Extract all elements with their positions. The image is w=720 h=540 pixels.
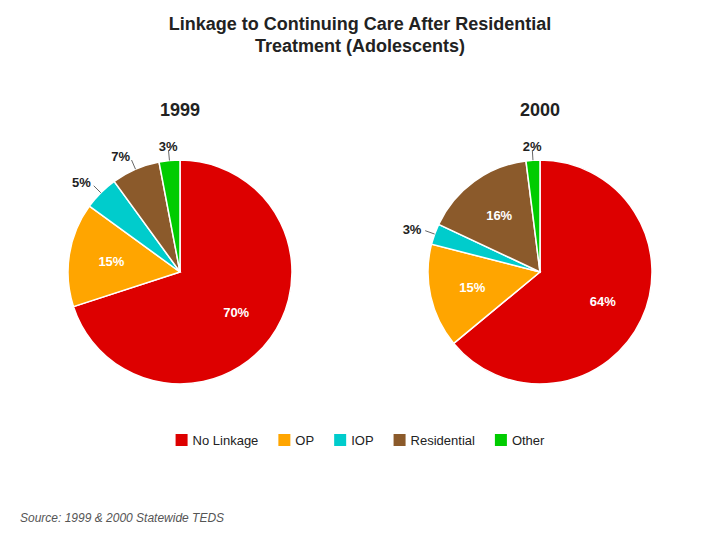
slices <box>68 160 292 384</box>
legend-label: Other <box>512 433 545 448</box>
data-label: 5% <box>72 175 91 190</box>
pie-title: 1999 <box>160 100 200 120</box>
legend-item: Other <box>495 433 545 448</box>
pie-chart: 1999 70% 15% 5% 7% 3% <box>68 100 292 384</box>
legend-swatch <box>394 434 406 446</box>
data-label: 64% <box>590 294 616 309</box>
slice <box>159 160 180 272</box>
legend-item: No Linkage <box>176 433 259 448</box>
title-line: Treatment (Adolescents) <box>255 36 465 56</box>
data-label: 7% <box>111 149 130 164</box>
legend-label: No Linkage <box>193 433 259 448</box>
data-label: 70% <box>223 305 249 320</box>
legend-swatch <box>495 434 507 446</box>
label-leader <box>132 160 136 169</box>
legend-item: Residential <box>394 433 475 448</box>
data-labels: 70% 15% 5% 7% 3% <box>72 139 250 320</box>
data-label: 15% <box>98 254 124 269</box>
chart: Linkage to Continuing Care After Residen… <box>0 0 720 540</box>
legend-swatch <box>334 434 346 446</box>
legend-swatch <box>278 434 290 446</box>
legend: No Linkage OP IOP Residential Other <box>176 433 545 448</box>
slices <box>428 160 652 384</box>
label-leader <box>94 186 101 193</box>
slice <box>526 160 540 272</box>
legend-item: IOP <box>334 433 373 448</box>
data-label: 3% <box>403 222 422 237</box>
pie-chart: 2000 64% 15% 3% 16% 2% <box>403 100 652 384</box>
label-leader <box>425 231 434 234</box>
legend-label: OP <box>295 433 314 448</box>
legend-label: Residential <box>411 433 475 448</box>
legend-item: OP <box>278 433 314 448</box>
data-label: 15% <box>459 280 485 295</box>
data-label: 3% <box>159 139 178 154</box>
title-line: Linkage to Continuing Care After Residen… <box>169 14 551 34</box>
pie-title: 2000 <box>520 100 560 120</box>
legend-swatch <box>176 434 188 446</box>
data-labels: 64% 15% 3% 16% 2% <box>403 139 617 309</box>
legend-label: IOP <box>351 433 373 448</box>
background <box>0 0 720 540</box>
data-label: 16% <box>486 208 512 223</box>
annotation: Source: 1999 & 2000 Statewide TEDS <box>20 511 224 525</box>
data-label: 2% <box>523 139 542 154</box>
title: Linkage to Continuing Care After Residen… <box>169 14 551 56</box>
slice <box>439 161 540 272</box>
